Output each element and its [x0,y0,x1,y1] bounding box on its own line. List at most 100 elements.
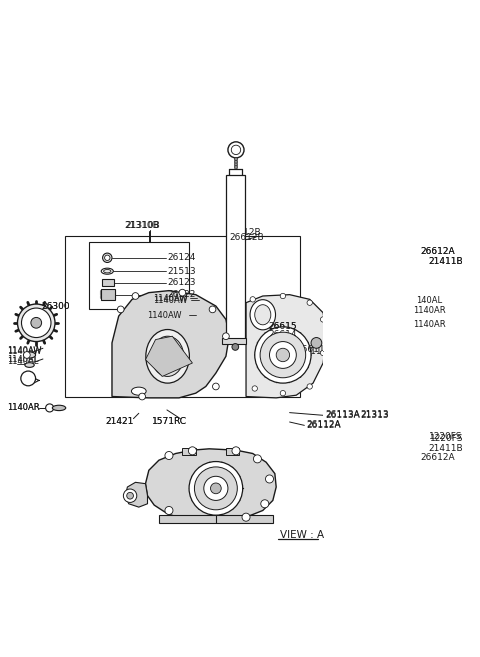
Circle shape [265,475,274,483]
Text: 21513: 21513 [167,267,195,276]
Ellipse shape [52,405,66,411]
Circle shape [21,371,36,386]
Text: 26614: 26614 [268,330,297,340]
Circle shape [46,404,54,412]
Circle shape [24,351,30,358]
Circle shape [276,348,289,361]
Circle shape [211,483,221,493]
Ellipse shape [152,336,184,376]
Circle shape [412,315,421,324]
Text: 21313: 21313 [360,410,389,419]
Circle shape [139,393,145,400]
Ellipse shape [24,352,36,358]
Circle shape [242,513,250,521]
Text: 1140AW: 1140AW [153,296,187,304]
Text: 21421: 21421 [105,417,133,426]
Circle shape [307,384,312,389]
Circle shape [188,447,196,455]
Circle shape [123,489,137,503]
Bar [226,175,245,340]
Text: 26300: 26300 [42,302,70,311]
Ellipse shape [132,387,146,396]
Circle shape [105,255,110,260]
Circle shape [22,308,51,338]
Text: 1140AR: 1140AR [7,403,39,413]
Ellipse shape [146,330,190,383]
Text: 1140AW: 1140AW [153,294,187,302]
Text: 1140AW: 1140AW [147,311,182,320]
Circle shape [307,300,312,306]
Circle shape [401,250,406,255]
Text: 21411B: 21411B [428,257,463,265]
Text: 21310B: 21310B [124,221,159,230]
Circle shape [213,383,219,390]
Text: 21411B: 21411B [428,257,463,265]
Text: 26113A: 26113A [325,411,360,420]
Circle shape [321,317,326,322]
Circle shape [165,507,173,514]
Circle shape [269,342,296,369]
Circle shape [31,317,42,328]
Circle shape [204,476,228,501]
Polygon shape [390,246,427,398]
Text: 26615: 26615 [268,322,297,330]
Text: 1140AR: 1140AR [413,320,445,328]
Bar [222,338,246,344]
Circle shape [165,451,173,459]
Polygon shape [145,336,192,376]
Circle shape [132,292,139,300]
Polygon shape [246,294,326,398]
Circle shape [253,455,262,463]
Text: 26615: 26615 [268,322,297,330]
Text: 26611: 26611 [293,347,322,356]
Text: VIEW : A: VIEW : A [279,530,324,540]
Text: 1140AL: 1140AL [7,355,38,364]
Circle shape [127,492,133,499]
Text: 26122: 26122 [167,290,195,299]
Circle shape [17,304,55,342]
Text: 1140AL: 1140AL [7,357,38,366]
Circle shape [250,297,255,302]
Circle shape [209,306,216,313]
Circle shape [232,447,240,455]
Circle shape [194,467,237,510]
Ellipse shape [25,363,34,367]
Polygon shape [112,290,229,398]
Ellipse shape [101,268,113,274]
Circle shape [399,248,408,257]
Circle shape [234,160,238,164]
Circle shape [280,293,286,299]
Text: 26124: 26124 [167,254,195,262]
Text: 26612B: 26612B [226,228,261,237]
Text: 21313: 21313 [360,411,389,420]
Circle shape [280,390,286,396]
Text: 1140AR: 1140AR [7,403,39,413]
Text: 26614: 26614 [268,330,297,340]
Circle shape [228,142,244,158]
Ellipse shape [375,265,387,273]
Circle shape [232,344,239,350]
Text: 26612A: 26612A [420,246,455,256]
Bar [88,242,189,309]
Circle shape [103,253,112,263]
Text: 26300: 26300 [42,302,70,311]
Text: 1140AW: 1140AW [7,347,41,356]
Polygon shape [145,449,276,522]
Circle shape [261,500,269,508]
Circle shape [399,385,408,394]
Text: A: A [25,373,32,384]
Text: 26612A: 26612A [420,453,455,462]
Text: 1140AR: 1140AR [413,306,445,315]
Polygon shape [125,482,147,507]
Circle shape [223,333,229,340]
Bar [159,515,273,523]
Text: 1571RC: 1571RC [152,417,187,426]
Text: 21411B: 21411B [428,443,463,453]
Text: 1220FS: 1220FS [429,432,463,442]
Text: 1220FS: 1220FS [431,434,464,443]
Circle shape [255,327,311,383]
Text: 21310B: 21310B [125,221,160,230]
Text: 21421: 21421 [105,417,133,426]
Circle shape [189,462,243,515]
Circle shape [401,387,406,392]
